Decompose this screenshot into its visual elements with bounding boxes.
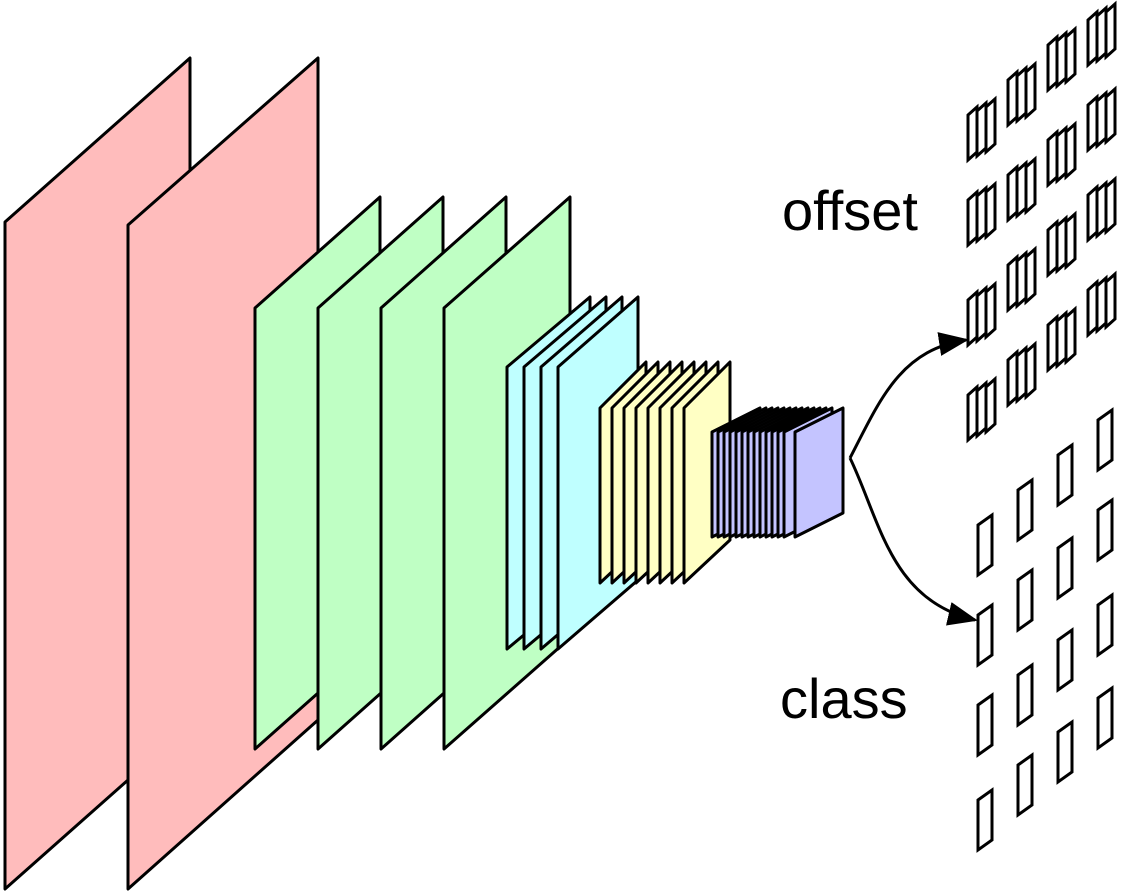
offset-map [966,2,1117,442]
class-label: class [780,667,908,730]
layer-purple [710,406,845,539]
class-map [976,408,1114,852]
arrows [848,332,978,626]
offset-label: offset [782,179,918,242]
